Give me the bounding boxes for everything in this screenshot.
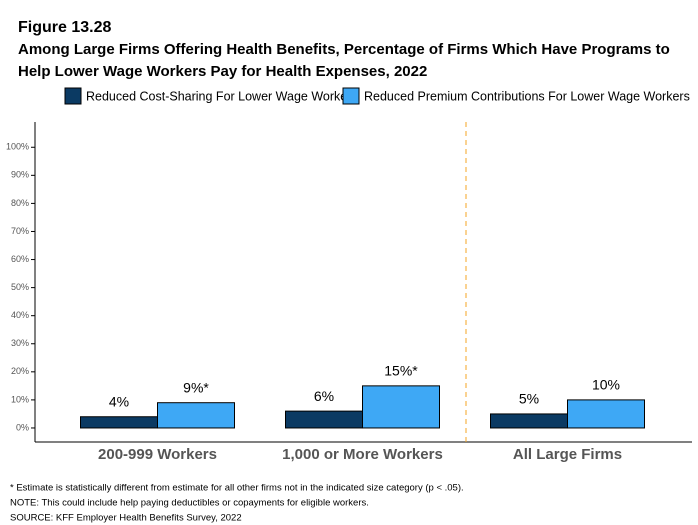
y-tick-label: 60% [11, 254, 29, 264]
data-label: 6% [314, 388, 334, 404]
bar [157, 402, 235, 429]
data-label: 10% [592, 377, 620, 393]
bar [80, 416, 158, 429]
y-tick-label: 20% [11, 366, 29, 376]
bar [285, 410, 363, 429]
legend-swatch [342, 87, 360, 105]
x-tick-label: 1,000 or More Workers [282, 446, 443, 463]
y-tick-label: 40% [11, 310, 29, 320]
data-label: 5% [519, 391, 539, 407]
bar [362, 385, 440, 429]
bar [490, 413, 568, 429]
x-tick-label: 200-999 Workers [98, 446, 217, 463]
y-tick-label: 100% [6, 142, 29, 152]
y-tick-label: 50% [11, 282, 29, 292]
footnote: * Estimate is statistically different fr… [10, 483, 464, 494]
legend-swatch [64, 87, 82, 105]
y-tick-label: 70% [11, 226, 29, 236]
data-label: 15%* [384, 363, 418, 379]
chart-subtitle: Help Lower Wage Workers Pay for Health E… [18, 63, 427, 80]
y-tick-label: 30% [11, 338, 29, 348]
y-tick-label: 0% [16, 422, 29, 432]
data-label: 4% [109, 393, 129, 409]
bar [567, 399, 645, 429]
data-label: 9%* [183, 379, 209, 395]
footnote: NOTE: This could include help paying ded… [10, 498, 369, 509]
chart-title: Figure 13.28 [18, 19, 111, 36]
y-tick-label: 90% [11, 170, 29, 180]
legend-label: Reduced Premium Contributions For Lower … [364, 89, 690, 103]
footnote: SOURCE: KFF Employer Health Benefits Sur… [10, 513, 242, 524]
y-tick-label: 80% [11, 198, 29, 208]
chart-subtitle: Among Large Firms Offering Health Benefi… [18, 41, 670, 58]
x-tick-label: All Large Firms [513, 446, 622, 463]
y-tick-label: 10% [11, 394, 29, 404]
legend-label: Reduced Cost-Sharing For Lower Wage Work… [86, 89, 358, 103]
